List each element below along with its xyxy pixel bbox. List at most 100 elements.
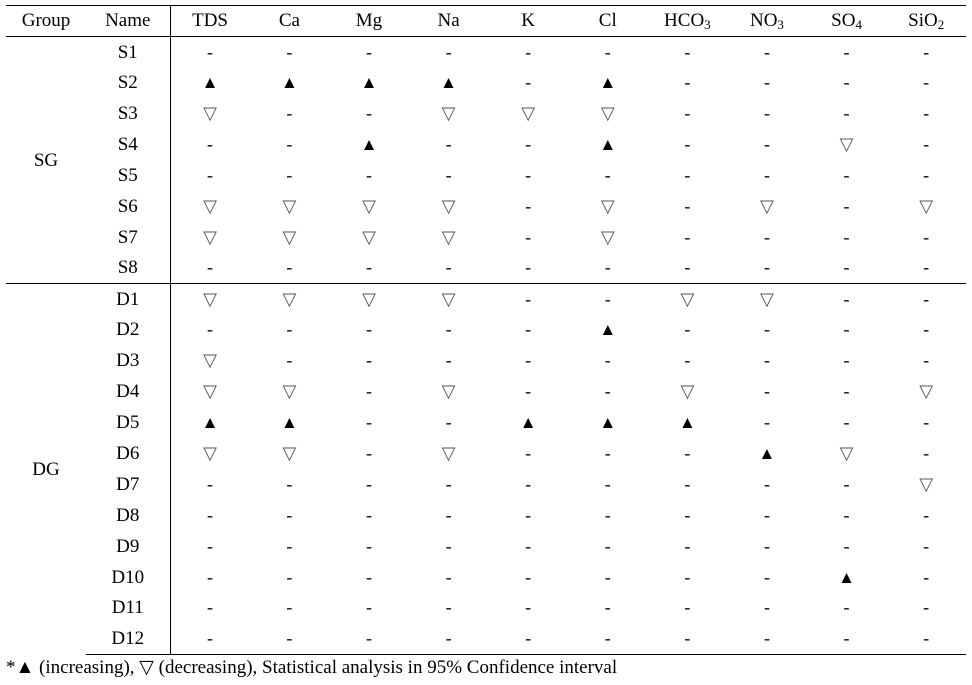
- trend-cell: -: [329, 345, 409, 376]
- no-trend-dash: -: [763, 41, 770, 62]
- trend-cell: -: [886, 345, 966, 376]
- station-name: D9: [86, 530, 171, 562]
- no-trend-dash: -: [604, 535, 611, 556]
- no-trend-dash: -: [684, 350, 691, 371]
- no-trend-dash: -: [684, 504, 691, 525]
- no-trend-dash: -: [604, 597, 611, 618]
- trend-cell: ▽: [329, 283, 409, 315]
- trend-cell: -: [250, 593, 330, 624]
- trend-cell: -: [648, 469, 728, 500]
- table-row: D11 - - - - - - - - - -: [6, 592, 966, 624]
- decreasing-triangle-icon: ▽: [680, 288, 695, 309]
- trend-cell: -: [568, 160, 648, 191]
- trend-cell: -: [727, 376, 807, 407]
- no-trend-dash: -: [525, 628, 532, 649]
- trend-cell: -: [806, 623, 887, 655]
- no-trend-dash: -: [445, 412, 452, 433]
- header-label: Mg: [355, 10, 383, 31]
- no-trend-dash: -: [604, 350, 611, 371]
- no-trend-dash: -: [604, 473, 611, 494]
- trend-cell: -: [648, 129, 728, 160]
- trend-cell: -: [250, 129, 330, 160]
- trend-cell: -: [807, 98, 887, 129]
- trend-cell: -: [249, 623, 330, 655]
- trend-cell: -: [488, 593, 568, 624]
- trend-cell: -: [329, 500, 409, 531]
- trend-cell: -: [170, 129, 250, 160]
- trend-cell: ▲: [648, 407, 728, 438]
- no-trend-dash: -: [684, 257, 691, 278]
- header-k: K: [488, 5, 568, 37]
- table-row: D9 - - - - - - - - - -: [6, 530, 966, 562]
- no-trend-dash: -: [286, 628, 293, 649]
- trend-cell: -: [886, 407, 966, 438]
- footnote: *▲ (increasing), ▽ (decreasing), Statist…: [6, 657, 618, 678]
- trend-cell: -: [409, 500, 489, 531]
- no-trend-dash: -: [525, 597, 532, 618]
- header-ca: Ca: [249, 5, 330, 37]
- increasing-triangle-icon: ▲: [280, 413, 298, 433]
- no-trend-dash: -: [923, 504, 930, 525]
- table-row: DG D1 ▽ ▽ ▽ ▽ - - ▽ ▽ - -: [6, 283, 966, 655]
- trend-cell: -: [409, 562, 489, 593]
- decreasing-triangle-icon: ▽: [282, 288, 297, 309]
- decreasing-triangle-icon: ▽: [600, 226, 615, 247]
- header-no3: NO3: [727, 5, 807, 37]
- trend-cell: -: [409, 407, 489, 438]
- trend-cell: -: [648, 253, 728, 284]
- no-trend-dash: -: [525, 566, 532, 587]
- trend-cell: -: [170, 315, 250, 346]
- no-trend-dash: -: [604, 566, 611, 587]
- no-trend-dash: -: [525, 350, 532, 371]
- trend-cell: -: [807, 253, 887, 284]
- no-trend-dash: -: [843, 103, 850, 124]
- station-name: D11: [86, 592, 171, 624]
- no-trend-dash: -: [604, 381, 611, 402]
- decreasing-triangle-icon: ▽: [203, 288, 217, 309]
- no-trend-dash: -: [843, 72, 850, 93]
- trend-cell: ▽: [886, 469, 966, 500]
- trend-cell: ▲: [727, 438, 807, 469]
- trend-cell: -: [567, 283, 648, 315]
- no-trend-dash: -: [763, 412, 770, 433]
- no-trend-dash: -: [365, 381, 372, 402]
- decreasing-triangle-icon: ▽: [760, 195, 774, 216]
- no-trend-dash: -: [923, 165, 930, 185]
- no-trend-dash: -: [763, 350, 770, 371]
- trend-cell: -: [170, 36, 250, 68]
- decreasing-triangle-icon: ▽: [282, 226, 297, 247]
- no-trend-dash: -: [365, 566, 372, 587]
- header-na: Na: [408, 5, 489, 37]
- trend-cell: -: [886, 160, 966, 191]
- trend-cell: -: [409, 160, 489, 191]
- increasing-triangle-icon: ▲: [360, 135, 378, 155]
- station-name: D4: [86, 376, 171, 408]
- decreasing-triangle-icon: ▽: [441, 103, 456, 124]
- trend-cell: -: [567, 36, 648, 68]
- table-row: D7 - - - - - - - - - ▽: [6, 468, 966, 500]
- trend-cell: -: [727, 562, 807, 593]
- no-trend-dash: -: [684, 195, 691, 216]
- table-row: S4 - - ▲ - - ▲ - - ▽ -: [6, 129, 966, 161]
- table-row: S3 ▽ - - ▽ ▽ ▽ - - - -: [6, 98, 966, 130]
- trend-cell: ▲: [250, 67, 330, 98]
- header-label: K: [521, 10, 536, 31]
- no-trend-dash: -: [445, 473, 452, 494]
- trend-cell: ▲: [807, 562, 887, 593]
- trend-cell: -: [488, 36, 568, 68]
- trend-cell: -: [807, 160, 887, 191]
- trend-cell: ▲: [409, 67, 489, 98]
- decreasing-triangle-icon: ▽: [203, 350, 217, 371]
- trend-cell: -: [568, 345, 648, 376]
- no-trend-dash: -: [684, 165, 691, 185]
- station-name: D3: [86, 345, 171, 377]
- table-row: D2 - - - - - ▲ - - - -: [6, 314, 966, 346]
- trend-cell: -: [488, 191, 568, 222]
- table-row: S5 - - - - - - - - - -: [6, 160, 966, 191]
- no-trend-dash: -: [763, 257, 770, 278]
- trend-cell: -: [329, 438, 409, 469]
- no-trend-dash: -: [365, 350, 372, 371]
- no-trend-dash: -: [763, 319, 770, 340]
- no-trend-dash: -: [843, 350, 850, 371]
- no-trend-dash: -: [365, 535, 372, 556]
